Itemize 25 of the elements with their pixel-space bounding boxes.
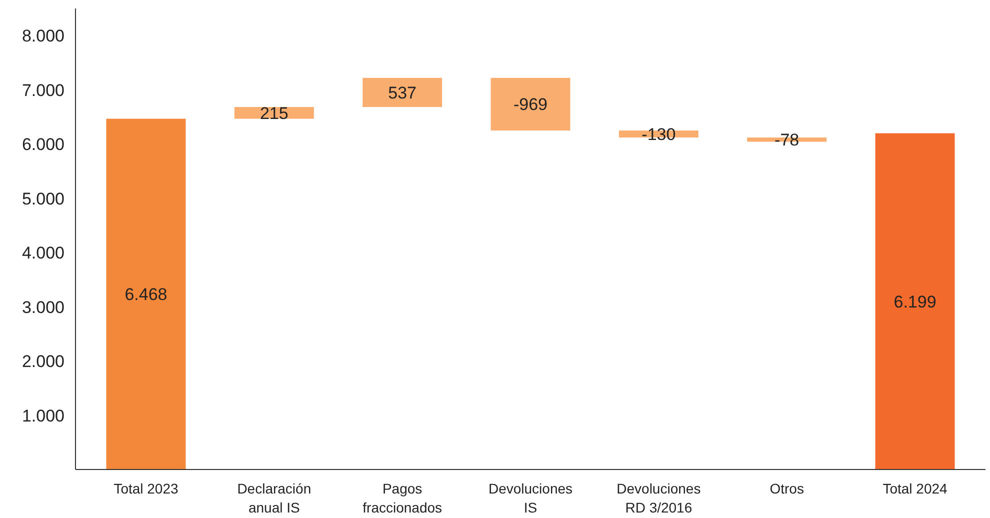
x-tick-label: Otros: [770, 480, 804, 496]
bar: [362, 78, 442, 108]
y-tick-label: 1.000: [22, 406, 65, 426]
y-tick-label: 4.000: [22, 244, 65, 263]
y-tick-label: 5.000: [22, 189, 65, 208]
y-tick-label: 2.000: [22, 352, 65, 372]
bar: [875, 133, 955, 470]
x-tick-label: Devoluciones IS: [488, 480, 573, 516]
bar: [490, 78, 570, 130]
y-tick-label: 8.000: [22, 26, 65, 46]
data-label: 215: [260, 104, 288, 123]
x-tick-label: Devoluciones RD 3/2016: [616, 480, 701, 516]
y-tick-label: 3.000: [22, 298, 65, 317]
data-label: 6.468: [124, 285, 168, 304]
y-tick-label: 7.000: [22, 80, 65, 100]
data-label: -78: [774, 130, 800, 150]
data-label: 6.199: [894, 292, 936, 312]
data-label: 537: [388, 83, 417, 102]
bar: [106, 118, 186, 470]
x-tick-label: Pagos fraccionados: [362, 480, 442, 516]
x-tick-label: Declaración anual IS: [237, 480, 312, 516]
x-tick-label: Total 2023: [114, 480, 179, 496]
x-tick-label: Total 2024: [882, 480, 948, 496]
data-label: -969: [513, 95, 548, 114]
y-tick-label: 6.000: [22, 135, 65, 154]
